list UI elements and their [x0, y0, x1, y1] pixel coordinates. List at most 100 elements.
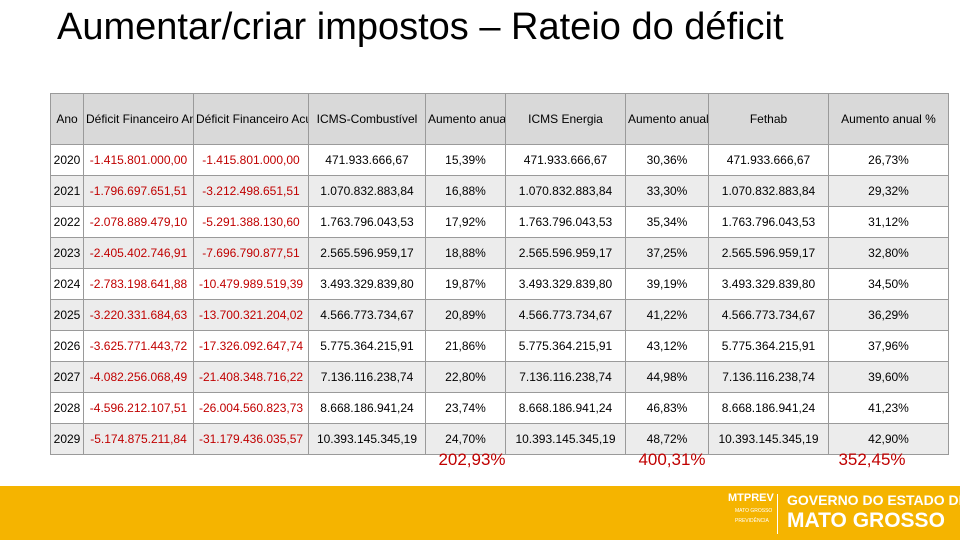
page-title: Aumentar/criar impostos – Rateio do défi…: [57, 6, 784, 48]
table-cell: 19,87%: [425, 268, 506, 300]
table-cell: 3.493.329.839,80: [708, 268, 829, 300]
table-row: 2020 -1.415.801.000,00 -1.415.801.000,00 47…: [50, 144, 949, 176]
table-cell: 5.775.364.215,91: [708, 330, 829, 362]
table-row: 2024 -2.783.198.641,88 -10.479.989.519,39 3…: [50, 268, 949, 300]
table-cell: 5.775.364.215,91: [505, 330, 626, 362]
table-cell: 1.763.796.043,53: [308, 206, 426, 238]
column-header: Aumento anual %: [425, 93, 506, 145]
table-cell: 471.933.666,67: [708, 144, 829, 176]
table-cell: 43,12%: [625, 330, 709, 362]
table-cell: 39,19%: [625, 268, 709, 300]
table-cell: 15,39%: [425, 144, 506, 176]
table-cell: -21.408.348.716,22: [193, 361, 309, 393]
table-cell: 26,73%: [828, 144, 949, 176]
table-cell: -2.078.889.479,10: [83, 206, 194, 238]
table-cell: 33,30%: [625, 175, 709, 207]
table-cell: 4.566.773.734,67: [505, 299, 626, 331]
table-cell: -5.174.875.211,84: [83, 423, 194, 455]
table-cell: 31,12%: [828, 206, 949, 238]
table-cell: 1.070.832.883,84: [505, 175, 626, 207]
table-cell: 46,83%: [625, 392, 709, 424]
table-cell: 10.393.145.345,19: [308, 423, 426, 455]
table-cell: 37,96%: [828, 330, 949, 362]
total-icms-energia: 400,31%: [638, 450, 706, 469]
column-header: Fethab: [708, 93, 829, 145]
table-row: 2027 -4.082.256.068,49 -21.408.348.716,22 7…: [50, 361, 949, 393]
mtprev-logo-subtitle-2: PREVIDÊNCIA: [735, 518, 769, 524]
state-name: MATO GROSSO: [787, 509, 945, 532]
column-header: ICMS Energia: [505, 93, 626, 145]
table-cell: -31.179.436.035,57: [193, 423, 309, 455]
table-cell: -2.405.402.746,91: [83, 237, 194, 269]
table-cell: 471.933.666,67: [505, 144, 626, 176]
table-cell: 2.565.596.959,17: [505, 237, 626, 269]
table-cell: -1.415.801.000,00: [193, 144, 309, 176]
table-cell: 42,90%: [828, 423, 949, 455]
footer-bar: MTPREV MATO GROSSO PREVIDÊNCIA GOVERNO D…: [0, 486, 960, 540]
table-cell: 2022: [50, 206, 84, 238]
table-cell: 32,80%: [828, 237, 949, 269]
table-cell: 23,74%: [425, 392, 506, 424]
table-cell: 8.668.186.941,24: [708, 392, 829, 424]
column-header: Déficit Financeiro Acumulado: [193, 93, 309, 145]
table-cell: 7.136.116.238,74: [308, 361, 426, 393]
table-cell: -3.212.498.651,51: [193, 175, 309, 207]
table-cell: 2024: [50, 268, 84, 300]
table-cell: 1.070.832.883,84: [708, 175, 829, 207]
government-label: GOVERNO DO ESTADO DE: [787, 492, 960, 508]
table-cell: 44,98%: [625, 361, 709, 393]
table-cell: 10.393.145.345,19: [708, 423, 829, 455]
table-cell: 48,72%: [625, 423, 709, 455]
mtprev-logo-text: MTPREV: [728, 492, 774, 504]
mtprev-logo-subtitle: MATO GROSSO: [735, 508, 773, 514]
table-cell: -1.796.697.651,51: [83, 175, 194, 207]
table-row: 2025 -3.220.331.684,63 -13.700.321.204,02 4…: [50, 299, 949, 331]
table-cell: 16,88%: [425, 175, 506, 207]
table-cell: 4.566.773.734,67: [708, 299, 829, 331]
table-cell: -13.700.321.204,02: [193, 299, 309, 331]
table-cell: 1.763.796.043,53: [708, 206, 829, 238]
table-cell: 2023: [50, 237, 84, 269]
table-cell: -7.696.790.877,51: [193, 237, 309, 269]
table-row: 2022 -2.078.889.479,10 -5.291.388.130,60 1.…: [50, 206, 949, 238]
table-cell: 4.566.773.734,67: [308, 299, 426, 331]
table-cell: 7.136.116.238,74: [505, 361, 626, 393]
table-cell: 37,25%: [625, 237, 709, 269]
total-icms-combustivel: 202,93%: [438, 450, 506, 469]
table-cell: 30,36%: [625, 144, 709, 176]
table-row: 2021 -1.796.697.651,51 -3.212.498.651,51 1.…: [50, 175, 949, 207]
table-cell: 7.136.116.238,74: [708, 361, 829, 393]
table-cell: 8.668.186.941,24: [505, 392, 626, 424]
table-cell: 29,32%: [828, 175, 949, 207]
table-row: 2028 -4.596.212.107,51 -26.004.560.823,73 8…: [50, 392, 949, 424]
total-fethab: 352,45%: [838, 450, 906, 469]
table-cell: -26.004.560.823,73: [193, 392, 309, 424]
table-cell: 41,23%: [828, 392, 949, 424]
table-cell: -3.625.771.443,72: [83, 330, 194, 362]
table-cell: 35,34%: [625, 206, 709, 238]
table-cell: 18,88%: [425, 237, 506, 269]
column-header: ICMS-Combustível: [308, 93, 426, 145]
table-cell: -4.596.212.107,51: [83, 392, 194, 424]
table-cell: 34,50%: [828, 268, 949, 300]
table-cell: 17,92%: [425, 206, 506, 238]
table-cell: 3.493.329.839,80: [505, 268, 626, 300]
column-header: Déficit Financeiro Anual: [83, 93, 194, 145]
table-cell: 10.393.145.345,19: [505, 423, 626, 455]
table-cell: 471.933.666,67: [308, 144, 426, 176]
column-header: Ano: [50, 93, 84, 145]
table-cell: -10.479.989.519,39: [193, 268, 309, 300]
table-cell: 2025: [50, 299, 84, 331]
column-header: Aumento anual %: [828, 93, 949, 145]
table-row: 2029 -5.174.875.211,84 -31.179.436.035,57 1…: [50, 423, 949, 455]
table-cell: 2020: [50, 144, 84, 176]
table-row: 2026 -3.625.771.443,72 -17.326.092.647,74 5…: [50, 330, 949, 362]
table-cell: 2029: [50, 423, 84, 455]
table-cell: 2021: [50, 175, 84, 207]
footer-divider: [777, 494, 778, 534]
table-cell: 41,22%: [625, 299, 709, 331]
table-cell: -2.783.198.641,88: [83, 268, 194, 300]
table-cell: -17.326.092.647,74: [193, 330, 309, 362]
table-cell: 3.493.329.839,80: [308, 268, 426, 300]
